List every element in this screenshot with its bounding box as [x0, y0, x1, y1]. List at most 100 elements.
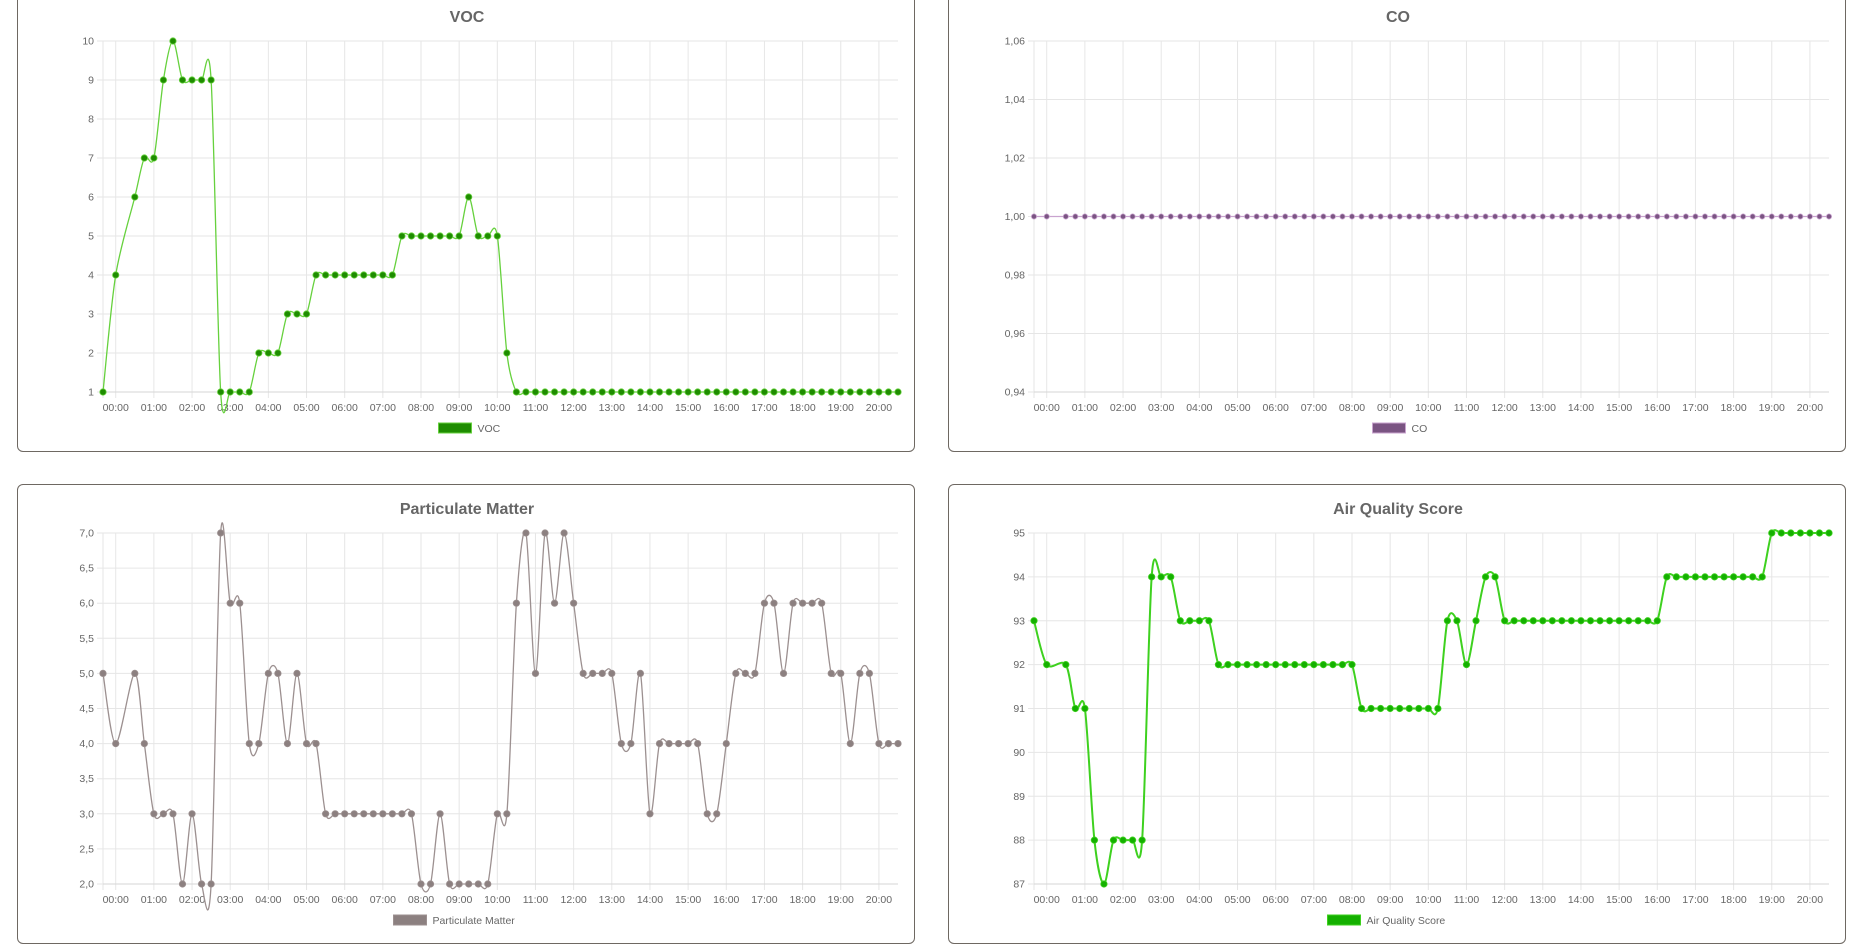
data-point[interactable] — [1043, 661, 1051, 669]
data-point[interactable] — [674, 388, 683, 396]
data-point[interactable] — [1415, 704, 1423, 713]
legend-swatch[interactable] — [393, 914, 427, 926]
data-point[interactable] — [694, 388, 702, 396]
data-point[interactable] — [1415, 213, 1422, 220]
data-point[interactable] — [846, 388, 854, 396]
data-point[interactable] — [894, 388, 902, 396]
data-point[interactable] — [1329, 661, 1337, 669]
data-point[interactable] — [178, 76, 187, 84]
data-point[interactable] — [1520, 213, 1527, 220]
data-point[interactable] — [646, 810, 654, 818]
data-point[interactable] — [388, 810, 396, 818]
data-point[interactable] — [1215, 213, 1222, 220]
data-point[interactable] — [1120, 213, 1127, 220]
data-point[interactable] — [751, 388, 759, 396]
data-point[interactable] — [1472, 617, 1480, 625]
data-point[interactable] — [283, 310, 292, 318]
data-point[interactable] — [1787, 213, 1794, 220]
data-point[interactable] — [1100, 213, 1107, 220]
data-point[interactable] — [627, 388, 635, 396]
data-point[interactable] — [1291, 661, 1299, 669]
data-point[interactable] — [436, 232, 444, 240]
data-point[interactable] — [312, 740, 320, 748]
data-point[interactable] — [1205, 213, 1212, 220]
data-point[interactable] — [1740, 213, 1747, 220]
data-point[interactable] — [1511, 213, 1518, 220]
data-point[interactable] — [264, 669, 272, 677]
data-point[interactable] — [245, 740, 253, 748]
data-point[interactable] — [1587, 213, 1594, 220]
data-point[interactable] — [398, 232, 406, 240]
data-point[interactable] — [665, 388, 673, 396]
data-point[interactable] — [779, 669, 788, 677]
data-point[interactable] — [1682, 213, 1689, 220]
data-point[interactable] — [1043, 213, 1050, 220]
data-point[interactable] — [1605, 617, 1614, 625]
data-point[interactable] — [1796, 529, 1804, 537]
data-point[interactable] — [207, 880, 215, 888]
data-point[interactable] — [579, 388, 587, 396]
data-point[interactable] — [703, 810, 711, 818]
data-point[interactable] — [1081, 704, 1089, 713]
data-point[interactable] — [1148, 213, 1155, 220]
data-point[interactable] — [1291, 213, 1298, 220]
data-point[interactable] — [302, 310, 311, 318]
data-point[interactable] — [140, 154, 148, 162]
data-point[interactable] — [188, 76, 196, 84]
data-point[interactable] — [1749, 573, 1757, 581]
data-point[interactable] — [655, 388, 664, 396]
data-point[interactable] — [1739, 573, 1747, 581]
data-point[interactable] — [541, 388, 549, 396]
data-point[interactable] — [1157, 573, 1165, 581]
data-point[interactable] — [312, 271, 320, 279]
data-point[interactable] — [827, 388, 835, 396]
data-point[interactable] — [837, 669, 845, 677]
data-point[interactable] — [1062, 661, 1070, 669]
data-point[interactable] — [751, 669, 759, 677]
data-point[interactable] — [1616, 213, 1623, 220]
data-point[interactable] — [1615, 617, 1623, 625]
data-point[interactable] — [1205, 617, 1213, 625]
data-point[interactable] — [417, 880, 425, 888]
data-point[interactable] — [1386, 704, 1394, 713]
data-point[interactable] — [1520, 617, 1528, 625]
data-point[interactable] — [1568, 213, 1575, 220]
data-point[interactable] — [760, 388, 769, 396]
data-point[interactable] — [1778, 213, 1785, 220]
data-point[interactable] — [1443, 617, 1451, 625]
data-point[interactable] — [522, 388, 530, 396]
data-point[interactable] — [608, 388, 616, 396]
data-point[interactable] — [1558, 213, 1565, 220]
data-point[interactable] — [1177, 213, 1184, 220]
data-point[interactable] — [846, 740, 854, 748]
data-point[interactable] — [760, 599, 769, 607]
data-point[interactable] — [722, 740, 730, 748]
data-point[interactable] — [484, 232, 492, 240]
data-point[interactable] — [894, 740, 902, 748]
data-point[interactable] — [1691, 573, 1700, 581]
data-point[interactable] — [1558, 617, 1566, 625]
data-point[interactable] — [1081, 213, 1088, 220]
data-point[interactable] — [1529, 617, 1537, 625]
data-point[interactable] — [341, 810, 349, 818]
data-point[interactable] — [1062, 213, 1069, 220]
data-point[interactable] — [570, 388, 578, 396]
data-point[interactable] — [484, 880, 492, 888]
data-point[interactable] — [1539, 617, 1547, 625]
data-point[interactable] — [1109, 836, 1118, 844]
data-point[interactable] — [140, 740, 148, 748]
data-point[interactable] — [283, 740, 292, 748]
data-point[interactable] — [1825, 529, 1833, 537]
data-point[interactable] — [665, 740, 673, 748]
legend-label[interactable]: CO — [1412, 423, 1428, 435]
data-point[interactable] — [1167, 573, 1175, 581]
data-point[interactable] — [465, 880, 473, 888]
data-point[interactable] — [331, 810, 339, 818]
data-point[interactable] — [1654, 213, 1661, 220]
data-point[interactable] — [1806, 529, 1814, 537]
data-point[interactable] — [512, 599, 520, 607]
data-point[interactable] — [293, 669, 301, 677]
legend-swatch[interactable] — [1372, 422, 1406, 434]
data-point[interactable] — [503, 810, 511, 818]
data-point[interactable] — [455, 880, 463, 888]
